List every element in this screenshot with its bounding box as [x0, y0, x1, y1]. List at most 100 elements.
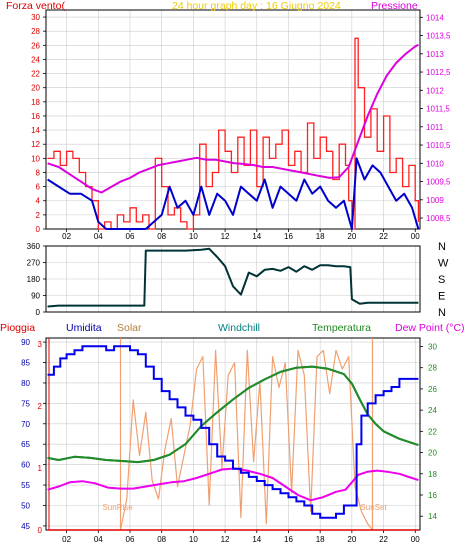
x-tick: 20 — [347, 232, 356, 241]
y-tick-pressure: 1010,5 — [426, 141, 451, 150]
x-tick: 08 — [157, 535, 166, 544]
x-tick: 00 — [411, 232, 420, 241]
wind-axis-label: Forza vento( — [6, 0, 65, 12]
x-tick: 22 — [379, 232, 388, 241]
y-tick-temperature: 16 — [428, 491, 437, 500]
x-tick: 12 — [221, 232, 230, 241]
y-tick-humidity: 80 — [21, 379, 30, 388]
windchill-label: Windchill — [218, 322, 260, 334]
x-tick: 20 — [347, 535, 356, 544]
series-dewpoint — [47, 467, 419, 502]
direction-label: S — [438, 274, 445, 286]
x-tick: 02 — [62, 232, 71, 241]
y-tick-wind: 18 — [31, 98, 40, 107]
y-tick-humidity: 60 — [21, 461, 30, 470]
x-tick: 02 — [62, 535, 71, 544]
y-tick-humidity: 65 — [21, 440, 30, 449]
direction-label: W — [438, 258, 449, 270]
y-tick-wind: 2 — [36, 211, 41, 220]
y-tick-pressure: 1009 — [426, 196, 444, 205]
y-tick-humidity: 70 — [21, 420, 30, 429]
y-tick-direction: 90 — [31, 292, 40, 301]
y-tick-pressure: 1011,5 — [426, 105, 450, 114]
rain-label: Pioggia — [0, 322, 35, 334]
y-tick-temperature: 26 — [428, 385, 437, 394]
y-tick-direction: 270 — [27, 259, 41, 268]
y-tick-temperature: 28 — [428, 364, 437, 373]
x-tick: 10 — [189, 535, 198, 544]
y-tick-temperature: 22 — [428, 427, 437, 436]
x-tick: 04 — [94, 232, 103, 241]
y-tick-temperature: 20 — [428, 449, 437, 458]
series-pressure — [47, 43, 419, 194]
pressure-axis-label: Pressione — [371, 0, 418, 12]
y-tick-temperature: 18 — [428, 470, 437, 479]
y-tick-humidity: 50 — [21, 501, 30, 510]
panel-wind-frame — [45, 9, 421, 230]
y-tick-pressure: 1013 — [426, 50, 444, 59]
y-tick-wind: 26 — [31, 41, 40, 50]
y-tick-humidity: 85 — [21, 359, 30, 368]
x-tick: 18 — [316, 232, 325, 241]
y-tick-pressure: 1011 — [426, 123, 444, 132]
x-tick: 16 — [284, 232, 293, 241]
y-tick-pressure: 1014 — [426, 13, 444, 22]
x-tick: 06 — [126, 232, 135, 241]
y-tick-wind: 24 — [31, 55, 40, 64]
y-tick-rain: 3 — [38, 340, 43, 349]
y-tick-wind: 14 — [31, 126, 40, 135]
y-tick-humidity: 90 — [21, 338, 30, 347]
x-tick: 00 — [411, 535, 420, 544]
y-tick-pressure: 1009,5 — [426, 178, 451, 187]
series-temperature — [47, 365, 419, 464]
y-tick-wind: 28 — [31, 27, 40, 36]
y-tick-humidity: 75 — [21, 399, 30, 408]
x-tick: 22 — [379, 535, 388, 544]
x-tick: 10 — [189, 232, 198, 241]
y-tick-pressure: 1010 — [426, 159, 444, 168]
panel-wind-pressure: Forza vento( 24 hour graph day : 16 Giug… — [6, 0, 451, 241]
y-tick-wind: 0 — [36, 225, 41, 234]
y-tick-pressure: 1012,5 — [426, 68, 451, 77]
sunset-annotation: SunSet — [360, 503, 387, 512]
x-tick: 18 — [316, 535, 325, 544]
y-tick-pressure: 1012 — [426, 86, 444, 95]
direction-label: E — [438, 291, 445, 303]
y-tick-wind: 20 — [31, 84, 40, 93]
x-tick: 06 — [126, 535, 135, 544]
x-tick: 12 — [221, 535, 230, 544]
direction-label: N — [438, 241, 446, 253]
chart-title: 24 hour graph day : 16 Giugno 2024 — [172, 0, 341, 12]
y-tick-wind: 30 — [31, 13, 40, 22]
y-tick-rain: 1 — [38, 464, 43, 473]
y-tick-rain: 2 — [38, 402, 43, 411]
y-tick-wind: 8 — [36, 168, 41, 177]
y-tick-wind: 16 — [31, 112, 40, 121]
y-tick-wind: 6 — [36, 183, 41, 192]
series-wind-direction — [47, 247, 419, 308]
solar-label: Solar — [117, 322, 142, 334]
y-tick-wind: 4 — [36, 197, 41, 206]
x-tick: 14 — [252, 232, 261, 241]
y-tick-pressure: 1013,5 — [426, 32, 451, 41]
y-tick-direction: 0 — [36, 308, 41, 317]
sunrise-annotation: SunRise — [102, 503, 133, 512]
x-tick: 16 — [284, 535, 293, 544]
y-tick-wind: 22 — [31, 70, 40, 79]
y-tick-humidity: 55 — [21, 481, 30, 490]
series-humidity — [47, 345, 419, 519]
panel-temperature-humidity: Pioggia Umidita Solar Windchill Temperat… — [0, 322, 465, 544]
y-tick-temperature: 14 — [428, 512, 437, 521]
y-tick-direction: 360 — [27, 242, 41, 251]
humidity-label: Umidita — [66, 322, 102, 334]
series-solar — [119, 349, 373, 531]
dewpoint-label: Dew Point (°C) — [395, 322, 465, 334]
y-tick-humidity: 45 — [21, 522, 30, 531]
temperature-label: Temperatura — [312, 322, 371, 334]
x-tick: 08 — [157, 232, 166, 241]
x-tick: 14 — [252, 535, 261, 544]
y-tick-wind: 10 — [31, 154, 40, 163]
y-tick-pressure: 1008,5 — [426, 214, 451, 223]
